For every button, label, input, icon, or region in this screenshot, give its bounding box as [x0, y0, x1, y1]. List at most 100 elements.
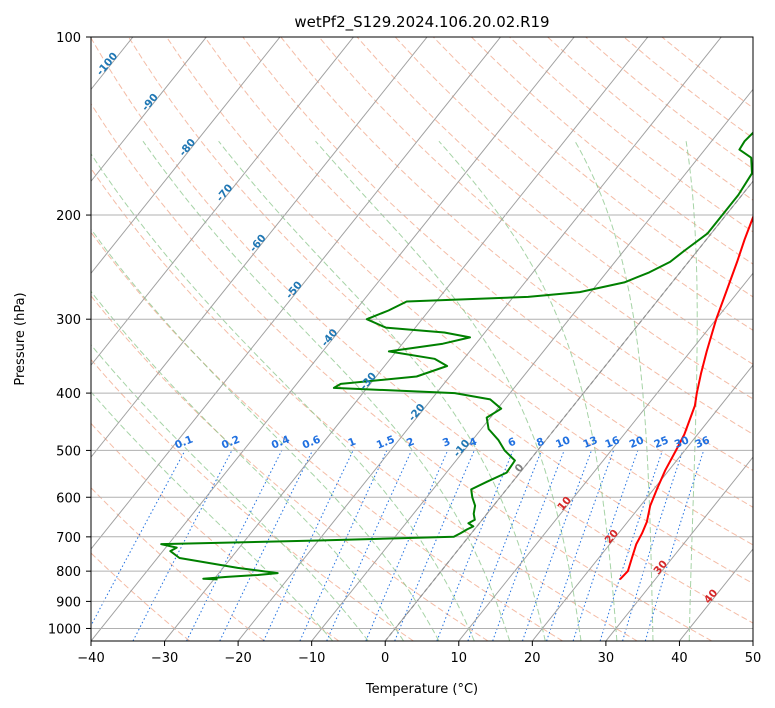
- sounding-profiles: [160, 131, 753, 581]
- dry-adiabat-line: [394, 37, 753, 331]
- isotherm-line: [605, 456, 753, 641]
- x-tick-label: 50: [745, 651, 762, 666]
- y-tick-label: 600: [56, 491, 81, 506]
- dry-adiabat-line: [91, 358, 414, 641]
- moist-adiabat-line: [685, 141, 698, 641]
- y-tick-label: 200: [56, 209, 81, 224]
- x-tick-label: −20: [224, 651, 251, 666]
- mixing-ratio-line: [219, 450, 314, 641]
- mixing-ratio-label: 16: [603, 434, 621, 451]
- mixing-ratio-line: [91, 450, 186, 627]
- axis-ticks: −40 −30 −20 −10 0 10 20 30 40 5010009008007006005…: [48, 31, 761, 666]
- mixing-ratio-label: 25: [652, 434, 670, 451]
- mixing-ratio-label: 36: [694, 434, 712, 451]
- diagram-background-lines: [0, 37, 753, 641]
- dry-adiabat-line: [91, 295, 489, 641]
- isotherm-label: -70: [214, 182, 235, 204]
- mixing-ratio-line: [365, 450, 449, 641]
- dry-adiabat-line: [166, 37, 753, 546]
- x-tick-label: 40: [671, 651, 688, 666]
- y-tick-label: 100: [56, 31, 81, 46]
- isotherm-line: [91, 37, 281, 275]
- dry-adiabat-line: [509, 37, 753, 233]
- isotherm-line: [91, 37, 354, 366]
- isotherm-line: [91, 37, 575, 641]
- y-tick-label: 400: [56, 387, 81, 402]
- mixing-ratio-line: [394, 450, 475, 641]
- x-tick-label: −40: [77, 651, 104, 666]
- mixing-ratio-line: [263, 450, 354, 641]
- isotherm-line: [91, 37, 428, 458]
- dry-adiabat-line: [547, 37, 753, 201]
- mixing-ratio-label: 13: [581, 434, 599, 451]
- mixing-ratio-label: 3: [441, 436, 452, 450]
- temperature-trace: [619, 214, 753, 581]
- mixing-ratio-label: 8: [535, 436, 546, 450]
- dry-adiabat-line: [585, 37, 753, 170]
- isotherm-line: [752, 640, 753, 641]
- moist-adiabat-line: [142, 140, 511, 641]
- isotherm-line: [679, 548, 753, 641]
- moist-adiabat-line: [91, 228, 440, 641]
- dry-adiabat-line: [471, 37, 753, 265]
- mixing-ratio-line: [572, 450, 639, 641]
- isotherm-line: [91, 37, 207, 183]
- isotherm-line: [458, 272, 753, 641]
- mixing-ratio-line: [326, 450, 413, 641]
- x-tick-label: −30: [151, 651, 178, 666]
- isotherm-line: [91, 37, 501, 550]
- moist-adiabat-line: [91, 391, 334, 641]
- dry-adiabat-line: [318, 37, 753, 400]
- isotherm-line: [164, 37, 649, 641]
- x-tick-label: 20: [524, 651, 541, 666]
- dry-adiabat-line: [91, 167, 638, 641]
- isotherm-label: -40: [319, 327, 340, 349]
- x-axis-label: Temperature (°C): [365, 682, 478, 697]
- mixing-ratio-label: 0.6: [301, 434, 323, 452]
- mixing-ratio-line: [186, 450, 283, 641]
- mixing-ratio-line: [599, 450, 663, 641]
- isotherm-line: [531, 364, 753, 641]
- mixing-ratio-line: [644, 450, 705, 641]
- mixing-ratio-line: [522, 450, 592, 641]
- isotherm-label: -100: [94, 50, 120, 78]
- mixing-ratio-label: 4: [468, 436, 479, 450]
- isotherm-line: [311, 88, 753, 641]
- mixing-ratio-label: 6: [506, 436, 517, 450]
- x-tick-label: 0: [381, 651, 389, 666]
- isotherm-label: 0: [513, 462, 527, 475]
- isotherm-label: -50: [284, 279, 305, 301]
- isotherm-label: 40: [702, 587, 721, 606]
- isotherm-label: 20: [603, 527, 622, 546]
- mixing-ratio-label: 10: [554, 434, 572, 451]
- isotherm-line: [237, 37, 722, 641]
- dry-adiabat-line: [91, 552, 191, 641]
- mixing-ratio-label: 1: [346, 436, 357, 450]
- isotherm-label: -80: [177, 137, 198, 159]
- dry-adiabat-line: [91, 102, 713, 641]
- mixing-ratio-line: [622, 450, 684, 641]
- isotherm-label: -60: [247, 232, 268, 254]
- mixing-ratio-label: 1.5: [375, 434, 397, 452]
- mixing-ratio-line: [467, 450, 543, 641]
- dewpoint-trace: [160, 131, 753, 581]
- mixing-ratio-label: 0.2: [220, 434, 242, 452]
- y-tick-label: 900: [56, 595, 81, 610]
- dry-adiabat-line: [91, 487, 265, 641]
- mixing-ratio-line: [436, 450, 514, 641]
- freezing-isotherm-line: [384, 180, 753, 641]
- moist-adiabat-line: [574, 140, 654, 641]
- isotherm-label: -20: [406, 402, 427, 424]
- dry-adiabat-line: [128, 37, 753, 585]
- x-tick-label: −10: [298, 651, 325, 666]
- x-tick-label: 30: [598, 651, 615, 666]
- plot-frame: [90, 36, 754, 642]
- y-tick-label: 700: [56, 531, 81, 546]
- mixing-ratio-label: 2: [405, 436, 416, 450]
- dry-adiabat-line: [242, 37, 753, 471]
- mixing-ratio-label: 30: [673, 434, 691, 451]
- mixing-ratio-label: 0.1: [173, 434, 195, 452]
- x-tick-label: 10: [451, 651, 468, 666]
- isotherm-line: [0, 37, 59, 641]
